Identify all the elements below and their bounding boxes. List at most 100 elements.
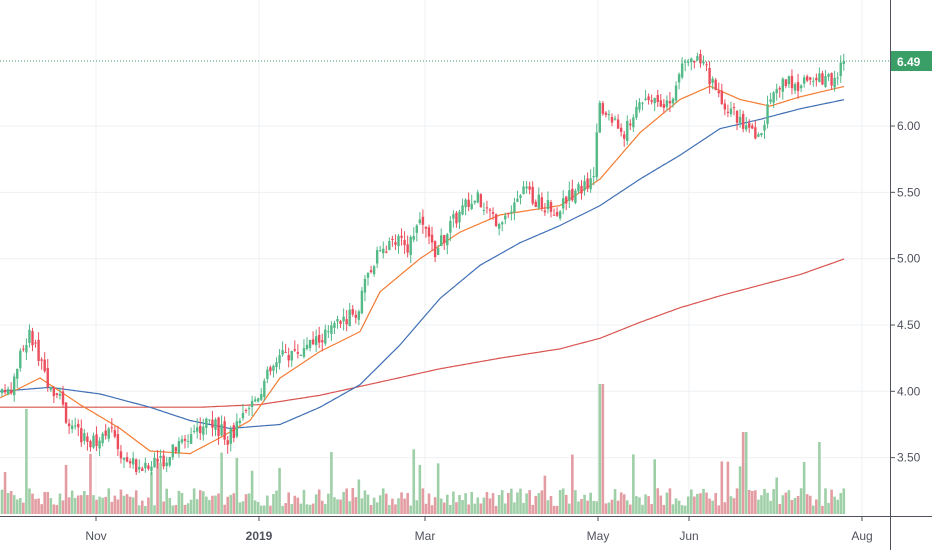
volume-bar-190 — [580, 499, 583, 514]
candle-body-52 — [159, 455, 162, 459]
candle-body-115 — [351, 309, 354, 315]
volume-bar-132 — [403, 498, 406, 514]
candle-body-121 — [369, 270, 373, 273]
candle-body-76 — [232, 425, 235, 439]
volume-bar-233 — [711, 500, 714, 514]
volume-bar-146 — [446, 494, 449, 514]
volume-bar-48 — [147, 497, 150, 514]
ma-fast-line — [0, 85, 845, 455]
candle-body-15 — [46, 367, 49, 388]
candle-body-225 — [687, 61, 690, 63]
candle-body-2 — [6, 389, 10, 395]
candle-body-239 — [729, 108, 733, 115]
candle-body-215 — [656, 94, 659, 103]
volume-bar-45 — [137, 505, 141, 514]
volume-bar-123 — [375, 502, 379, 514]
volume-bar-134 — [409, 505, 412, 514]
candle-body-17 — [52, 388, 56, 397]
candle-body-16 — [49, 386, 52, 390]
volume-bar-265 — [808, 495, 812, 514]
volume-bar-63 — [192, 488, 196, 514]
candle-body-153 — [467, 199, 470, 207]
candle-body-22 — [67, 423, 71, 427]
candle-body-184 — [562, 198, 565, 209]
candle-body-100 — [305, 344, 309, 350]
volume-bar-51 — [156, 460, 159, 514]
volume-bar-218 — [665, 492, 669, 514]
volume-bar-250 — [763, 488, 766, 514]
candle-body-203 — [619, 127, 623, 132]
candle-body-69 — [211, 419, 214, 428]
volume-bar-113 — [345, 488, 348, 514]
volume-bar-244 — [744, 432, 748, 514]
last-price-label: 6.49 — [897, 55, 921, 69]
volume-bar-183 — [558, 490, 562, 514]
y-tick-label-5: 6.00 — [897, 119, 921, 133]
volume-bar-127 — [388, 505, 391, 514]
candle-body-229 — [699, 54, 702, 64]
candle-body-209 — [638, 102, 641, 110]
candle-body-162 — [494, 214, 498, 226]
volume-bar-142 — [433, 497, 437, 514]
volume-bar-256 — [781, 495, 785, 514]
volume-bar-49 — [150, 472, 153, 514]
volume-bar-229 — [699, 493, 702, 514]
volume-bar-38 — [116, 499, 120, 514]
volume-bar-239 — [729, 496, 733, 514]
volume-bar-64 — [195, 499, 199, 514]
candle-body-54 — [165, 462, 168, 467]
candle-body-24 — [74, 425, 77, 427]
candle-body-262 — [799, 85, 803, 89]
candle-body-194 — [592, 176, 595, 178]
candle-body-255 — [778, 87, 781, 90]
volume-bar-52 — [159, 462, 162, 514]
candle-body-29 — [89, 441, 92, 448]
volume-bar-36 — [110, 501, 114, 514]
volume-bar-224 — [683, 505, 687, 514]
candle-body-275 — [839, 62, 842, 76]
candle-body-12 — [37, 339, 40, 361]
volume-bar-175 — [534, 495, 538, 514]
volume-bar-30 — [92, 495, 95, 514]
volume-bar-276 — [842, 488, 846, 514]
volume-bar-251 — [766, 492, 769, 514]
candle-body-75 — [229, 428, 232, 444]
candle-body-136 — [415, 225, 418, 233]
volume-bar-210 — [641, 504, 644, 514]
candle-body-95 — [290, 350, 293, 361]
volume-bar-243 — [741, 432, 745, 514]
candle-body-212 — [647, 96, 650, 101]
volume-bar-8 — [25, 409, 28, 514]
volume-bar-46 — [141, 500, 144, 514]
candle-body-30 — [92, 435, 95, 448]
candle-body-85 — [260, 393, 263, 400]
candle-body-249 — [760, 133, 763, 136]
volume-bar-57 — [174, 505, 178, 514]
volume-bar-160 — [488, 498, 492, 514]
candle-body-197 — [601, 103, 605, 114]
volume-bar-103 — [314, 494, 318, 514]
volume-bar-77 — [235, 458, 239, 514]
candle-body-260 — [793, 84, 797, 91]
candle-body-79 — [241, 412, 245, 419]
candle-body-87 — [266, 369, 269, 379]
volume-bar-40 — [122, 495, 126, 514]
candle-body-188 — [574, 190, 577, 203]
candle-body-160 — [488, 209, 492, 211]
volume-bar-96 — [293, 495, 297, 514]
volume-bar-148 — [452, 491, 455, 514]
volume-bar-150 — [458, 495, 461, 514]
candle-body-219 — [668, 101, 672, 104]
candle-body-56 — [171, 444, 174, 458]
volume-bar-101 — [308, 504, 312, 514]
candle-body-112 — [342, 316, 345, 322]
volume-bar-104 — [317, 489, 321, 514]
volume-bar-41 — [125, 494, 129, 514]
candle-body-139 — [424, 226, 428, 229]
volume-bar-102 — [311, 503, 315, 514]
volume-bar-5 — [15, 499, 19, 514]
volume-bar-34 — [104, 496, 107, 514]
volume-bar-232 — [708, 498, 711, 514]
volume-bar-105 — [320, 500, 324, 514]
candle-body-1 — [3, 389, 7, 393]
